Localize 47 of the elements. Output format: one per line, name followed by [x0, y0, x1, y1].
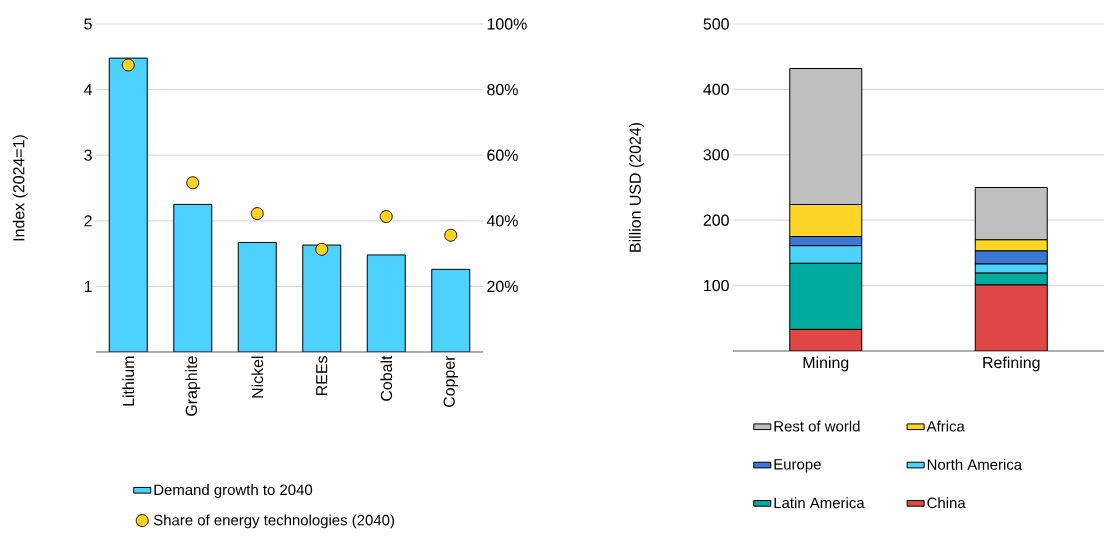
legend-label: Europe [774, 459, 821, 473]
y2-tick-label: 80% [487, 83, 518, 96]
y-axis-title: Billion USD (2024) [629, 122, 644, 252]
legend-label: North America [927, 458, 1023, 470]
point [379, 210, 393, 223]
y2-tick-label: 40% [486, 215, 518, 227]
x-tick-label: Cobalt [380, 355, 393, 401]
legend-label: Share of energy technologies (2040) [153, 514, 395, 529]
point [315, 242, 329, 256]
y-tick-label: 300 [703, 149, 729, 161]
bar [974, 284, 1048, 351]
x-tick-label: Graphite [185, 356, 201, 416]
y2-tick-label: 60% [487, 149, 518, 161]
y-tick-label: 400 [703, 83, 729, 96]
legend-label: Africa [926, 420, 965, 432]
bar [366, 254, 406, 352]
legend-label: Demand growth to 2040 [154, 484, 313, 499]
x-tick-label: REEs [316, 356, 328, 395]
y-tick-label: 100 [704, 279, 729, 292]
bar [431, 268, 471, 352]
x-tick-label: Mining [803, 356, 849, 372]
point [121, 58, 135, 72]
y2-tick-label: 100% [487, 18, 527, 30]
legend-label: China [927, 497, 966, 509]
legend-label: Latin America [774, 497, 865, 509]
y-tick-label: 4 [83, 84, 93, 96]
bar [302, 244, 342, 352]
y-tick-label: 500 [703, 18, 729, 30]
bar [108, 57, 148, 352]
y-tick-label: 3 [84, 149, 92, 161]
bar [237, 241, 277, 352]
bar [173, 203, 213, 352]
point [186, 176, 200, 190]
y-tick-label: 1 [84, 280, 92, 292]
y-tick-label: 5 [84, 18, 92, 30]
legend-label: Rest of world [774, 420, 860, 432]
y-axis-title: Index (2024=1) [12, 135, 28, 241]
point [444, 228, 458, 242]
point [250, 207, 264, 221]
x-tick-label: Nickel [251, 356, 264, 398]
x-tick-label: Lithium [122, 356, 135, 406]
y-tick-label: 2 [84, 215, 92, 227]
y-tick-label: 200 [703, 214, 729, 226]
bar [789, 328, 863, 351]
y2-tick-label: 20% [487, 280, 518, 293]
x-tick-label: Refining [983, 356, 1040, 372]
x-tick-label: Copper [443, 355, 458, 407]
